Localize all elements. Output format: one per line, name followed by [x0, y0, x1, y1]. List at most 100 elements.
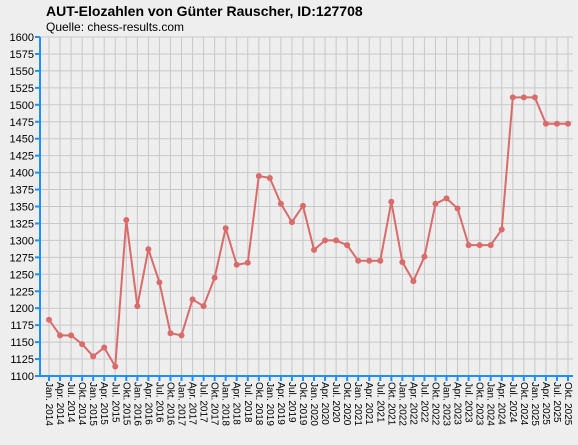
x-tick-label: Okt. 2017 — [209, 382, 220, 426]
y-tick-label: 1100 — [10, 371, 34, 383]
chart-title: AUT-Elozahlen von Günter Rauscher, ID:12… — [46, 3, 363, 19]
x-tick-label: Okt. 2020 — [341, 382, 352, 426]
x-tick-label: Jul. 2019 — [286, 382, 297, 423]
y-tick-label: 1275 — [10, 252, 34, 264]
x-tick-label: Jul. 2023 — [463, 382, 474, 423]
x-tick-label: Jul. 2025 — [551, 382, 562, 423]
y-tick-label: 1200 — [10, 303, 34, 315]
x-tick-label: Jul. 2014 — [65, 382, 76, 423]
point — [156, 279, 163, 286]
point — [46, 316, 52, 323]
y-tick-label: 1175 — [10, 320, 34, 332]
point — [542, 120, 549, 127]
y-tick-label: 1575 — [10, 49, 34, 61]
point — [333, 237, 340, 244]
point — [465, 242, 472, 249]
x-tick-label: Okt. 2025 — [562, 382, 573, 426]
point — [68, 332, 75, 339]
point — [355, 257, 362, 264]
point — [410, 278, 417, 285]
y-tick-label: 1475 — [10, 117, 34, 129]
point — [322, 237, 329, 244]
x-tick-label: Jan. 2025 — [529, 382, 540, 426]
x-tick-label: Okt. 2021 — [385, 382, 396, 426]
point — [266, 175, 273, 182]
x-tick-label: Jan. 2023 — [441, 382, 452, 426]
x-tick-label: Jan. 2022 — [396, 382, 407, 426]
x-tick-label: Okt. 2023 — [474, 382, 485, 426]
point — [344, 242, 351, 249]
y-tick-label: 1500 — [10, 100, 34, 112]
x-tick-label: Jan. 2018 — [220, 382, 231, 426]
x-tick-label: Jan. 2021 — [352, 382, 363, 426]
x-tick-label: Apr. 2014 — [54, 382, 65, 425]
point — [454, 205, 461, 212]
x-tick-label: Jan. 2017 — [176, 382, 187, 426]
x-tick-label: Apr. 2021 — [363, 382, 374, 425]
point — [366, 257, 373, 264]
point — [255, 172, 262, 179]
point — [222, 225, 229, 232]
y-tick-label: 1600 — [10, 32, 34, 44]
point — [90, 353, 97, 360]
point — [244, 259, 251, 266]
point — [101, 344, 108, 351]
x-tick-label: Okt. 2022 — [429, 382, 440, 426]
point — [200, 303, 207, 310]
x-tick-label: Jan. 2024 — [485, 382, 496, 426]
point — [112, 363, 119, 370]
y-tick-label: 1125 — [10, 354, 34, 366]
y-tick-label: 1525 — [10, 83, 34, 95]
x-tick-label: Jul. 2021 — [374, 382, 385, 423]
y-tick-label: 1425 — [10, 151, 34, 163]
point — [79, 341, 86, 348]
y-tick-label: 1350 — [10, 202, 34, 214]
point — [299, 202, 306, 209]
x-tick-label: Jul. 2020 — [330, 382, 341, 423]
x-tick-label: Jul. 2016 — [153, 382, 164, 423]
point — [178, 332, 185, 339]
point — [498, 226, 505, 233]
y-tick-label: 1400 — [10, 168, 34, 180]
x-tick-label: Jan. 2019 — [264, 382, 275, 426]
point — [421, 253, 428, 260]
x-tick-label: Apr. 2022 — [407, 382, 418, 425]
point — [520, 94, 527, 101]
point — [277, 200, 284, 207]
x-tick-label: Okt. 2024 — [518, 382, 529, 426]
y-tick-label: 1250 — [10, 269, 34, 281]
x-tick-label: Apr. 2020 — [319, 382, 330, 425]
point — [553, 120, 560, 127]
point — [145, 246, 152, 253]
x-tick-label: Okt. 2019 — [297, 382, 308, 426]
x-tick-label: Apr. 2025 — [540, 382, 551, 425]
point — [487, 242, 494, 249]
y-tick-label: 1150 — [10, 337, 34, 349]
point — [123, 217, 130, 224]
x-tick-label: Apr. 2015 — [98, 382, 109, 425]
x-tick-label: Jan. 2020 — [308, 382, 319, 426]
x-tick-label: Jul. 2017 — [198, 382, 209, 423]
x-tick-label: Apr. 2023 — [452, 382, 463, 425]
x-tick-label: Jul. 2024 — [507, 382, 518, 423]
x-tick-label: Okt. 2018 — [253, 382, 264, 426]
x-tick-label: Okt. 2016 — [164, 382, 175, 426]
point — [233, 261, 240, 268]
y-tick-label: 1375 — [10, 185, 34, 197]
x-tick-label: Jul. 2018 — [242, 382, 253, 423]
x-tick-label: Jan. 2014 — [43, 382, 54, 426]
x-tick-label: Okt. 2014 — [76, 382, 87, 426]
point — [288, 219, 295, 226]
x-tick-label: Apr. 2024 — [496, 382, 507, 425]
point — [57, 332, 64, 339]
y-tick-label: 1325 — [10, 218, 34, 230]
x-tick-label: Apr. 2019 — [275, 382, 286, 425]
point — [311, 246, 318, 253]
point — [476, 242, 483, 249]
x-tick-label: Apr. 2018 — [231, 382, 242, 425]
point — [134, 303, 141, 310]
point — [531, 94, 538, 101]
y-tick-label: 1225 — [10, 286, 34, 298]
point — [377, 257, 384, 264]
